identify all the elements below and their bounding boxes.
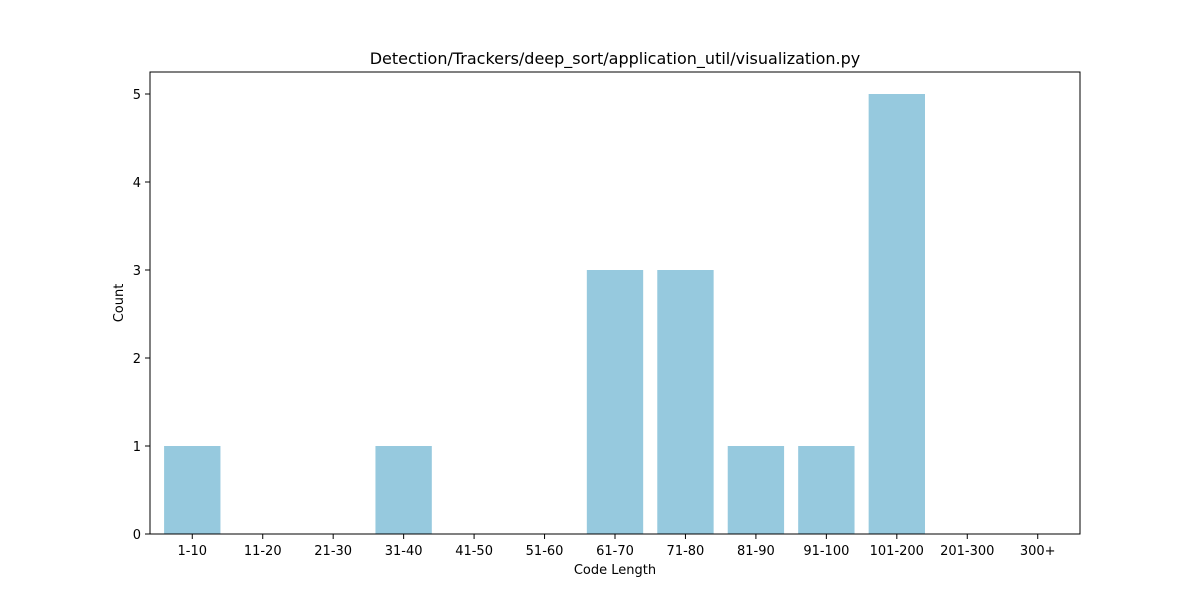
y-tick-label: 3 [133, 264, 141, 279]
y-axis-ticks: 0 1 2 3 4 5 [133, 88, 150, 543]
y-axis-label: Count [112, 284, 127, 323]
y-tick-label: 4 [133, 176, 141, 191]
x-tick-label: 11-20 [244, 544, 282, 559]
y-tick-label: 0 [133, 528, 141, 543]
bar-101-200 [868, 94, 925, 534]
bar-91-100 [798, 446, 855, 534]
x-tick-label: 31-40 [385, 544, 423, 559]
y-tick-label: 1 [133, 440, 141, 455]
chart-title: Detection/Trackers/deep_sort/application… [370, 49, 861, 69]
x-tick-label: 300+ [1020, 544, 1056, 559]
x-axis-ticks: 1-10 11-20 21-30 31-40 41-50 51-60 61-70 71-80 8… [178, 534, 1056, 559]
bars-group [164, 94, 925, 534]
bar-1-10 [164, 446, 221, 534]
bar-81-90 [727, 446, 785, 534]
y-tick-label: 2 [133, 352, 141, 367]
x-tick-label: 41-50 [455, 544, 493, 559]
bar-31-40 [375, 446, 432, 534]
x-tick-label: 201-300 [940, 544, 994, 559]
bar-71-80 [657, 270, 714, 534]
x-tick-label: 51-60 [526, 544, 564, 559]
x-tick-label: 61-70 [596, 544, 634, 559]
bar-61-70 [586, 270, 644, 534]
x-tick-label: 21-30 [314, 544, 352, 559]
x-tick-label: 101-200 [870, 544, 924, 559]
x-axis-label: Code Length [574, 563, 656, 578]
x-tick-label: 81-90 [737, 544, 775, 559]
y-tick-label: 5 [133, 88, 141, 103]
x-tick-label: 1-10 [178, 544, 208, 559]
x-tick-label: 91-100 [803, 544, 849, 559]
x-tick-label: 71-80 [667, 544, 705, 559]
